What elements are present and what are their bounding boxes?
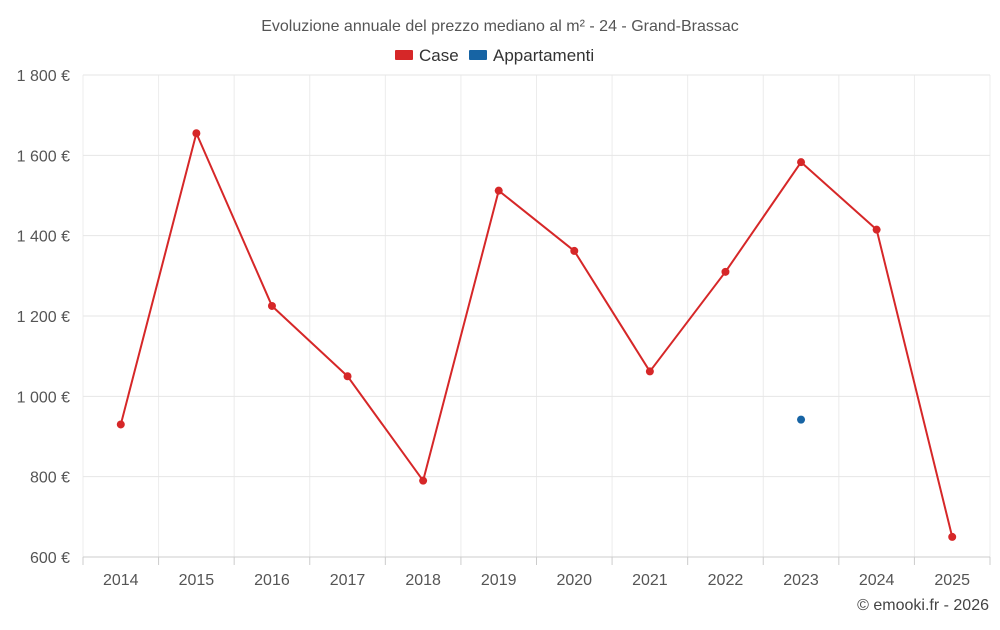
data-point-case[interactable] — [343, 372, 352, 381]
legend-swatch-case — [395, 50, 413, 60]
x-tick-label: 2019 — [481, 572, 517, 589]
axes: 600 € 800 € 1 000 € 1 200 € 1 400 € 1 600 € 1 … — [17, 68, 991, 589]
legend-item-appartamenti[interactable]: Appartamenti — [469, 46, 594, 65]
data-point-appartamenti[interactable] — [797, 415, 806, 424]
y-tick-label: 600 € — [30, 550, 70, 567]
legend: Case Appartamenti — [395, 46, 594, 65]
x-tick-label: 2016 — [254, 572, 290, 589]
y-tick-label: 1 000 € — [17, 389, 70, 406]
x-tick-label: 2017 — [330, 572, 366, 589]
data-point-case[interactable] — [797, 158, 806, 167]
grid — [82, 74, 991, 558]
x-tick-label: 2022 — [708, 572, 744, 589]
data-point-case[interactable] — [570, 246, 579, 255]
legend-label-case: Case — [419, 46, 459, 65]
data-point-case[interactable] — [948, 532, 957, 541]
x-tick-label: 2021 — [632, 572, 668, 589]
data-point-case[interactable] — [872, 225, 881, 234]
x-tick-label: 2018 — [405, 572, 441, 589]
chart-title: Evoluzione annuale del prezzo mediano al… — [261, 18, 739, 35]
legend-label-appartamenti: Appartamenti — [493, 46, 594, 65]
data-point-case[interactable] — [116, 420, 125, 429]
x-tick-label: 2015 — [179, 572, 215, 589]
y-tick-label: 1 200 € — [17, 309, 70, 326]
data-point-case[interactable] — [645, 367, 654, 376]
legend-swatch-appartamenti — [469, 50, 487, 60]
data-point-case[interactable] — [419, 476, 428, 485]
x-tick-label: 2023 — [783, 572, 819, 589]
series — [116, 129, 957, 541]
y-tick-label: 1 600 € — [17, 148, 70, 165]
x-tick-label: 2014 — [103, 572, 139, 589]
data-point-case[interactable] — [721, 267, 730, 276]
data-point-case[interactable] — [494, 186, 503, 195]
x-tick-label: 2020 — [556, 572, 592, 589]
series-line-case — [119, 132, 954, 538]
data-point-case[interactable] — [192, 129, 201, 138]
credit-text[interactable]: © emooki.fr - 2026 — [857, 597, 989, 614]
x-tick-label: 2025 — [934, 572, 970, 589]
data-point-case[interactable] — [267, 301, 276, 310]
y-tick-label: 1 800 € — [17, 68, 70, 85]
y-tick-label: 800 € — [30, 470, 70, 487]
legend-item-case[interactable]: Case — [395, 46, 459, 65]
y-tick-label: 1 400 € — [17, 229, 70, 246]
x-tick-label: 2024 — [859, 572, 895, 589]
